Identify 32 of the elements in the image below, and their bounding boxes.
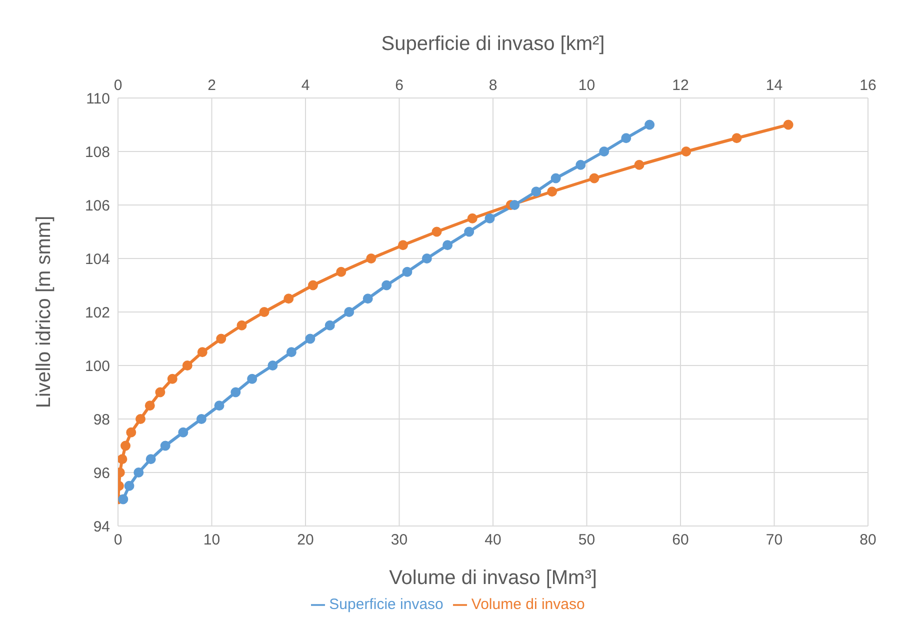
x2-tick-label: 6 xyxy=(395,77,404,94)
y-tick-label: 102 xyxy=(84,304,110,322)
y-tick-label: 100 xyxy=(84,358,110,375)
x2-tick-label: 12 xyxy=(672,77,689,94)
x2-tick-label: 0 xyxy=(114,77,122,94)
x-tick-label: 50 xyxy=(578,532,596,549)
x-tick-label: 40 xyxy=(484,532,502,549)
x-tick-label: 30 xyxy=(390,532,408,549)
x2-tick-label: 14 xyxy=(766,77,783,94)
x-tick-label: 60 xyxy=(672,532,689,549)
y-tick-label: 108 xyxy=(84,144,110,161)
y-tick-label: 98 xyxy=(93,411,110,428)
x-tick-label: 80 xyxy=(860,532,876,549)
y-axis-title: Livello idrico [m smm] xyxy=(33,216,56,408)
x-tick-label: 10 xyxy=(203,532,220,549)
y-tick-label: 104 xyxy=(84,250,110,268)
x2-tick-label: 4 xyxy=(301,77,310,94)
x2-axis-title: Superficie di invaso [km²] xyxy=(381,33,605,56)
x2-tick-label: 8 xyxy=(488,77,498,94)
x2-tick-label: 16 xyxy=(860,77,876,94)
x-axis-title: Volume di invaso [Mm³] xyxy=(389,567,597,589)
x-tick-label: 0 xyxy=(114,532,122,549)
legend-label: Volume di invaso xyxy=(471,596,585,613)
legend-label: Superficie invaso xyxy=(329,596,444,613)
y-tick-label: 106 xyxy=(84,197,110,214)
x-tick-label: 70 xyxy=(766,532,783,549)
x2-tick-label: 10 xyxy=(578,77,596,94)
y-tick-label: 96 xyxy=(93,464,110,482)
y-tick-label: 110 xyxy=(86,90,110,108)
x-tick-label: 20 xyxy=(297,532,314,549)
y-tick-label: 94 xyxy=(93,518,110,536)
x2-tick-label: 2 xyxy=(208,77,216,94)
